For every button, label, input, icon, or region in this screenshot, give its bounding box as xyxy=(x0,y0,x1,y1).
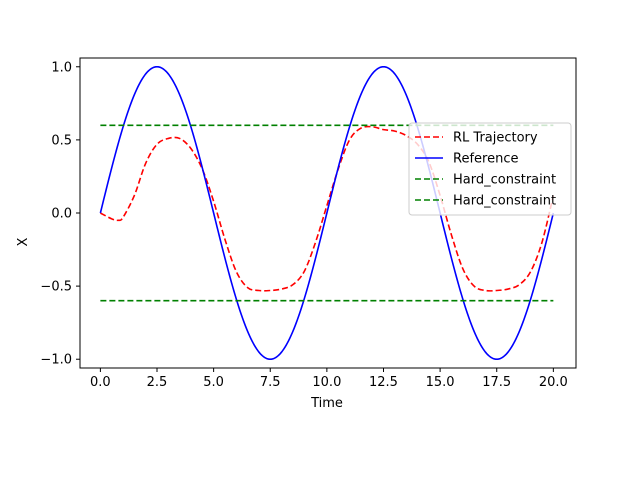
x-tick-label: 5.0 xyxy=(203,375,224,390)
x-tick-label: 12.5 xyxy=(369,375,398,390)
legend-label: Reference xyxy=(453,152,518,167)
legend-label: RL Trajectory xyxy=(453,131,538,146)
y-tick-label: −0.5 xyxy=(40,280,72,295)
y-tick-label: −1.0 xyxy=(40,353,72,368)
x-tick-label: 10.0 xyxy=(312,375,341,390)
plot-area xyxy=(99,65,555,361)
x-tick-label: 2.5 xyxy=(147,375,168,390)
y-tick-label: 0.5 xyxy=(51,133,72,148)
y-tick-label: 0.0 xyxy=(51,207,72,222)
legend-label: Hard_constraint xyxy=(453,173,556,188)
y-tick-label: 1.0 xyxy=(51,60,72,75)
x-axis-label: Time xyxy=(310,396,343,411)
y-axis-label: X xyxy=(16,237,31,246)
x-tick-label: 7.5 xyxy=(260,375,281,390)
series-line-1 xyxy=(100,125,555,292)
series-line-2 xyxy=(99,65,555,361)
legend: RL Trajectory Reference Hard_constraint Har… xyxy=(408,122,572,216)
legend-label: Hard_constraint xyxy=(453,194,556,209)
axes: 0.0 2.5 5.0 7.5 10.0 12.5 15.0 17.5 20.0 −1.0 −0.5… xyxy=(40,57,577,390)
x-tick-label: 0.0 xyxy=(90,375,111,390)
legend-box xyxy=(408,122,572,216)
x-tick-label: 15.0 xyxy=(426,375,455,390)
x-tick-label: 17.5 xyxy=(482,375,511,390)
x-tick-label: 20.0 xyxy=(539,375,568,390)
